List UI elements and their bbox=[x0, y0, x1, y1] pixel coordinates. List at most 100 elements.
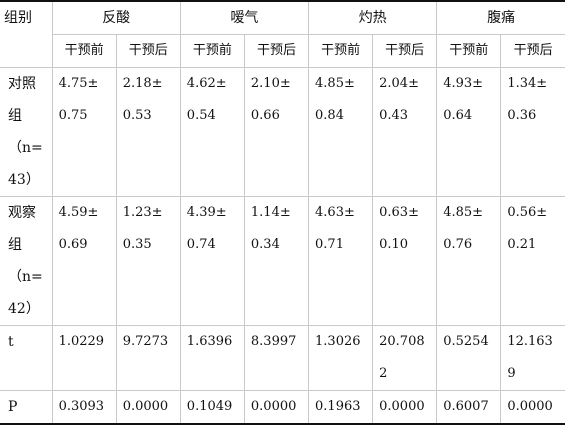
table-cell: 1.3026 bbox=[308, 325, 373, 391]
cell-value-line: 0.3093 bbox=[58, 399, 105, 414]
sub-header-row: 干预前 干预后 干预前 干预后 干预前 干预后 干预前 干预后 bbox=[0, 34, 565, 68]
sub-header-after: 干预后 bbox=[500, 34, 565, 68]
table-cell: 2.10± 0.66 bbox=[243, 67, 309, 197]
observation-group-row: 观察组 （n= 42） 4.59± 0.69 1.23± 0.35 4.39± 0.74 1.14… bbox=[0, 196, 565, 326]
cell-value-line: 0.35 bbox=[122, 237, 152, 252]
cell-value-line: 4.63± bbox=[315, 205, 355, 220]
cell-value-line: 20.708 bbox=[379, 334, 425, 349]
table-cell: 0.0000 bbox=[243, 390, 309, 425]
cell-value-line: 0.34 bbox=[250, 237, 280, 252]
cell-value-line: 0.71 bbox=[315, 237, 344, 252]
cell-value-line: 12.163 bbox=[507, 334, 553, 349]
row-label-line: 观察 bbox=[8, 205, 36, 221]
cell-value-line: 0.54 bbox=[186, 108, 216, 123]
cell-value-line: 0.69 bbox=[58, 237, 88, 252]
cell-value-line: 1.34± bbox=[507, 76, 548, 91]
cell-value-line: 0.5254 bbox=[443, 334, 489, 349]
table-cell: 4.59± 0.69 bbox=[51, 196, 117, 326]
table-cell: 2.04± 0.43 bbox=[372, 67, 437, 197]
table-cell: 1.14± 0.34 bbox=[243, 196, 309, 326]
row-label-line: t bbox=[8, 334, 14, 350]
row-label-line: 组 bbox=[8, 108, 22, 124]
cell-value-line: 9.7273 bbox=[122, 334, 169, 349]
cell-value-line: 2.10± bbox=[250, 76, 291, 91]
cell-value-line: 8.3997 bbox=[250, 334, 297, 349]
cell-value-line: 0.0000 bbox=[379, 399, 425, 414]
cell-value-line: 4.93± bbox=[443, 76, 484, 91]
table-cell: 9.7273 bbox=[115, 325, 181, 391]
table-cell: 4.63± 0.71 bbox=[308, 196, 373, 326]
cell-value-line: 0.75 bbox=[58, 108, 88, 123]
cell-value-line: 1.14± bbox=[250, 205, 291, 220]
cell-value-line: 0.76 bbox=[443, 237, 473, 252]
table-cell: 4.75± 0.75 bbox=[51, 67, 117, 197]
table-cell: 1.23± 0.35 bbox=[115, 196, 181, 326]
row-label: 观察组 （n= 42） bbox=[0, 196, 53, 326]
row-label-line: 对照 bbox=[8, 76, 36, 92]
table-cell: 2.18± 0.53 bbox=[115, 67, 181, 197]
cell-value-line: 0.74 bbox=[186, 237, 216, 252]
table-cell: 12.163 9 bbox=[500, 325, 565, 391]
cell-value-line: 4.39± bbox=[186, 205, 227, 220]
row-label-line: 43） bbox=[8, 172, 40, 188]
cell-value-line: 0.36 bbox=[507, 108, 537, 123]
cell-value-line: 0.6007 bbox=[443, 399, 489, 414]
row-label: t bbox=[0, 325, 53, 391]
sub-header-after: 干预后 bbox=[372, 34, 437, 68]
table-cell: 1.6396 bbox=[179, 325, 245, 391]
table-cell: 4.62± 0.54 bbox=[179, 67, 245, 197]
t-statistic-row: t 1.0229 9.7273 1.6396 8.3997 1.3026 20.708 2 0.… bbox=[0, 325, 565, 391]
cell-value-line: 0.0000 bbox=[250, 399, 297, 414]
cell-value-line: 4.62± bbox=[186, 76, 227, 91]
cell-value-line: 4.59± bbox=[58, 205, 99, 220]
cell-value-line: 2.18± bbox=[122, 76, 163, 91]
row-label-line: （n= bbox=[8, 269, 43, 285]
cell-value-line: 1.3026 bbox=[315, 334, 361, 349]
symptom-header-heartburn: 灼热 bbox=[308, 0, 437, 35]
sub-header-after: 干预后 bbox=[243, 34, 309, 68]
table-cell: 1.34± 0.36 bbox=[500, 67, 565, 197]
sub-header-before: 干预前 bbox=[51, 34, 117, 68]
cell-value-line: 1.6396 bbox=[186, 334, 233, 349]
cell-value-line: 0.63± bbox=[379, 205, 419, 220]
table-cell: 4.85± 0.76 bbox=[436, 196, 501, 326]
sub-header-before: 干预前 bbox=[308, 34, 373, 68]
control-group-row: 对照组 （n= 43） 4.75± 0.75 2.18± 0.53 4.62± 0.54 2.10… bbox=[0, 67, 565, 197]
table-cell: 4.39± 0.74 bbox=[179, 196, 245, 326]
table-cell: 0.63± 0.10 bbox=[372, 196, 437, 326]
table-cell: 4.85± 0.84 bbox=[308, 67, 373, 197]
table-cell: 0.5254 bbox=[436, 325, 501, 391]
row-label-line: （n= bbox=[8, 140, 43, 156]
table-cell: 0.56± 0.21 bbox=[500, 196, 565, 326]
cell-value-line: 0.1963 bbox=[315, 399, 361, 414]
row-label-line: P bbox=[8, 399, 18, 415]
cell-value-line: 0.64 bbox=[443, 108, 473, 123]
symptom-header-acid-reflux: 反酸 bbox=[51, 0, 181, 35]
table-cell: 8.3997 bbox=[243, 325, 309, 391]
table-cell: 4.93± 0.64 bbox=[436, 67, 501, 197]
table-cell: 0.0000 bbox=[500, 390, 565, 425]
table-cell: 0.0000 bbox=[372, 390, 437, 425]
sub-header-before: 干预前 bbox=[436, 34, 501, 68]
cell-value-line: 2 bbox=[379, 366, 388, 381]
cell-value-line: 9 bbox=[507, 366, 516, 381]
table-cell: 0.1963 bbox=[308, 390, 373, 425]
cell-value-line: 0.56± bbox=[507, 205, 548, 220]
cell-value-line: 0.1049 bbox=[186, 399, 233, 414]
row-label-line: 组 bbox=[8, 237, 22, 253]
cell-value-line: 0.53 bbox=[122, 108, 152, 123]
group-column-header: 组别 bbox=[0, 0, 53, 68]
symptom-header-belching: 嗳气 bbox=[179, 0, 309, 35]
cell-value-line: 0.43 bbox=[379, 108, 409, 123]
cell-value-line: 2.04± bbox=[379, 76, 419, 91]
table-cell: 0.0000 bbox=[115, 390, 181, 425]
sub-header-after: 干预后 bbox=[115, 34, 181, 68]
cell-value-line: 0.0000 bbox=[122, 399, 169, 414]
cell-value-line: 0.84 bbox=[315, 108, 344, 123]
cell-value-line: 4.85± bbox=[443, 205, 484, 220]
symptom-header-abdominal-pain: 腹痛 bbox=[436, 0, 565, 35]
table-cell: 20.708 2 bbox=[372, 325, 437, 391]
cell-value-line: 1.0229 bbox=[58, 334, 105, 349]
cell-value-line: 4.75± bbox=[58, 76, 99, 91]
